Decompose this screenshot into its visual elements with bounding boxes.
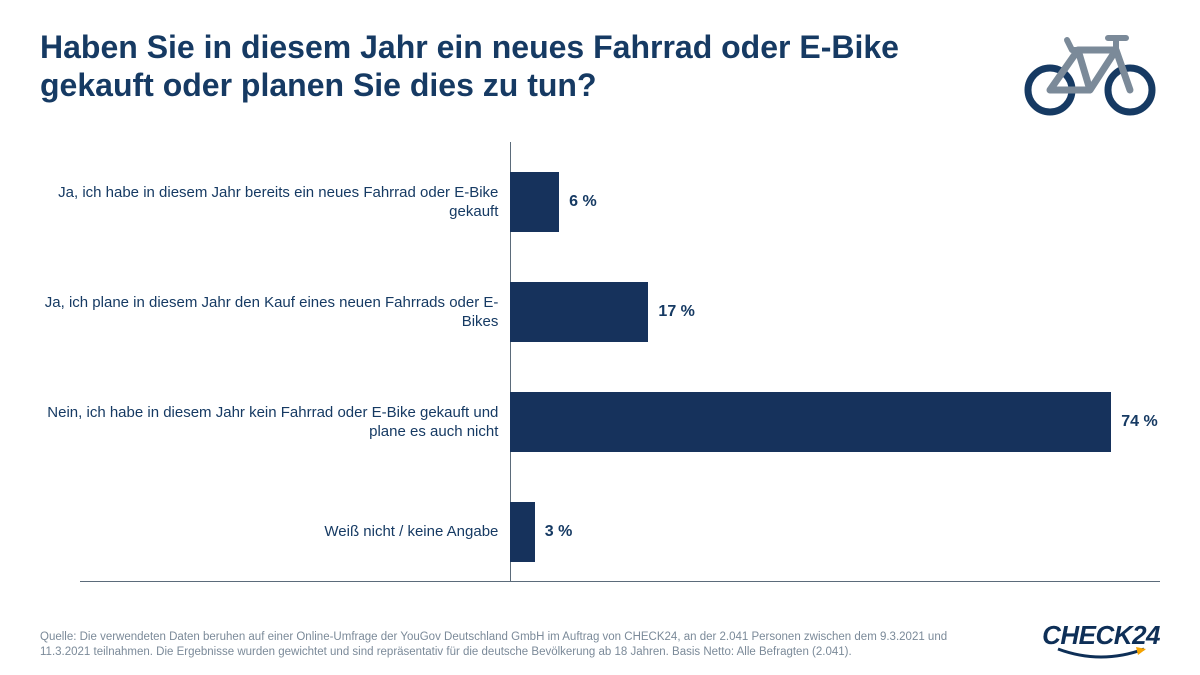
chart-row: Nein, ich habe in diesem Jahr kein Fahrr… <box>40 392 1160 452</box>
bar-track: 6 % <box>510 172 1160 232</box>
bar <box>510 502 534 562</box>
bar-value: 17 % <box>658 303 694 321</box>
chart-row: Weiß nicht / keine Angabe 3 % <box>40 502 1160 562</box>
header: Haben Sie in diesem Jahr ein neues Fahrr… <box>40 28 1160 118</box>
bar <box>510 282 648 342</box>
page-title: Haben Sie in diesem Jahr ein neues Fahrr… <box>40 28 940 105</box>
brand-logo: CHECK24 <box>1042 620 1160 661</box>
bar-label: Ja, ich habe in diesem Jahr bereits ein … <box>40 183 510 222</box>
bar-value: 3 % <box>545 523 573 541</box>
bar-track: 17 % <box>510 282 1160 342</box>
chart-row: Ja, ich plane in diesem Jahr den Kauf ei… <box>40 282 1160 342</box>
source-text: Quelle: Die verwendeten Daten beruhen au… <box>40 630 1000 661</box>
bar-track: 74 % <box>510 392 1160 452</box>
bar-label: Nein, ich habe in diesem Jahr kein Fahrr… <box>40 403 510 442</box>
bicycle-icon <box>1020 28 1160 118</box>
bar-label: Ja, ich plane in diesem Jahr den Kauf ei… <box>40 293 510 332</box>
chart-x-axis <box>80 581 1160 582</box>
bar-label: Weiß nicht / keine Angabe <box>40 522 510 542</box>
bar-track: 3 % <box>510 502 1160 562</box>
bar <box>510 392 1111 452</box>
bar-chart: Ja, ich habe in diesem Jahr bereits ein … <box>40 142 1160 582</box>
bar-value: 6 % <box>569 193 597 211</box>
chart-row: Ja, ich habe in diesem Jahr bereits ein … <box>40 172 1160 232</box>
bar-value: 74 % <box>1121 413 1157 431</box>
page: Haben Sie in diesem Jahr ein neues Fahrr… <box>0 0 1200 675</box>
logo-swoosh-icon <box>1056 647 1146 661</box>
footer: Quelle: Die verwendeten Daten beruhen au… <box>40 620 1160 661</box>
bar <box>510 172 559 232</box>
